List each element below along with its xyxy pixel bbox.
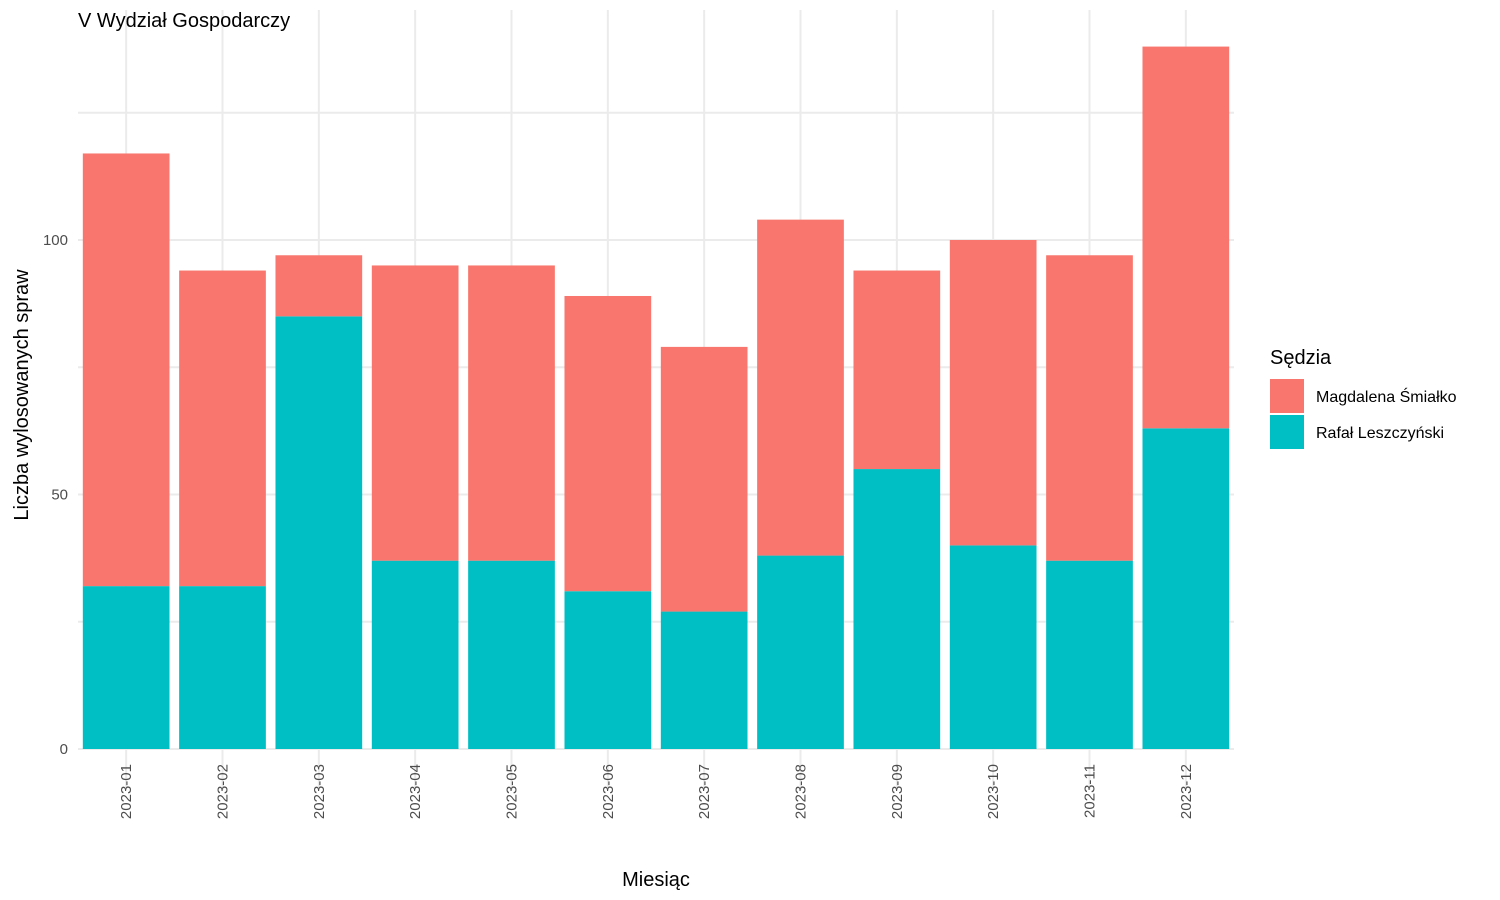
x-tick-label: 2023-02 [215, 764, 232, 819]
bar-magdalena-2023-05 [468, 265, 555, 561]
y-tick-label: 50 [51, 487, 68, 504]
legend-key-rafal [1270, 415, 1304, 449]
x-tick-label: 2023-08 [793, 764, 810, 819]
x-tick-label: 2023-07 [696, 764, 713, 819]
bar-rafal-2023-07 [660, 611, 748, 749]
legend: Sędzia Magdalena Śmiałko Rafał Leszczyńs… [1270, 347, 1457, 449]
bar-magdalena-2023-12 [1142, 46, 1230, 429]
chart-title: V Wydział Gospodarczy [78, 10, 290, 32]
bar-rafal-2023-04 [371, 560, 459, 749]
bar-rafal-2023-02 [179, 586, 266, 749]
bar-rafal-2023-09 [853, 469, 941, 749]
x-tick-label: 2023-03 [311, 764, 328, 819]
bar-rafal-2023-11 [1046, 560, 1133, 749]
bar-rafal-2023-01 [82, 586, 170, 749]
bar-magdalena-2023-03 [275, 255, 363, 317]
bar-rafal-2023-08 [757, 555, 844, 749]
x-tick-label: 2023-11 [1082, 764, 1099, 818]
x-tick-label: 2023-09 [889, 764, 906, 819]
bar-magdalena-2023-10 [949, 240, 1037, 546]
bar-rafal-2023-03 [275, 316, 363, 749]
x-tick-label: 2023-05 [504, 764, 521, 819]
bars [82, 46, 1230, 749]
bar-magdalena-2023-08 [757, 219, 844, 556]
legend-key-magdalena [1270, 379, 1304, 413]
legend-label-rafal: Rafał Leszczyński [1316, 425, 1444, 442]
bar-rafal-2023-12 [1142, 428, 1230, 749]
bar-rafal-2023-05 [468, 560, 555, 749]
bar-magdalena-2023-07 [660, 346, 748, 612]
legend-title: Sędzia [1270, 347, 1332, 369]
x-tick-label: 2023-12 [1178, 764, 1195, 819]
x-tick-label: 2023-06 [600, 764, 617, 819]
bar-magdalena-2023-06 [564, 295, 652, 592]
bar-magdalena-2023-02 [179, 270, 266, 587]
legend-label-magdalena: Magdalena Śmiałko [1316, 387, 1457, 406]
x-tick-label: 2023-01 [118, 764, 135, 819]
bar-magdalena-2023-09 [853, 270, 941, 470]
y-tick-label: 100 [43, 232, 68, 249]
bar-rafal-2023-10 [949, 545, 1037, 749]
x-axis-ticks: 2023-01 2023-02 2023-03 2023-04 2023-05 2023-… [118, 764, 1195, 819]
y-axis-ticks: 0 50 100 [43, 232, 68, 758]
bar-rafal-2023-06 [564, 591, 652, 749]
x-axis-title: Miesiąc [622, 869, 690, 891]
bar-magdalena-2023-04 [371, 265, 459, 561]
x-tick-label: 2023-10 [985, 764, 1002, 819]
bar-magdalena-2023-11 [1046, 255, 1133, 561]
x-tick-label: 2023-04 [407, 764, 424, 819]
y-axis-title: Liczba wylosowanych spraw [11, 269, 33, 521]
bar-magdalena-2023-01 [82, 153, 170, 587]
y-tick-label: 0 [60, 741, 68, 758]
